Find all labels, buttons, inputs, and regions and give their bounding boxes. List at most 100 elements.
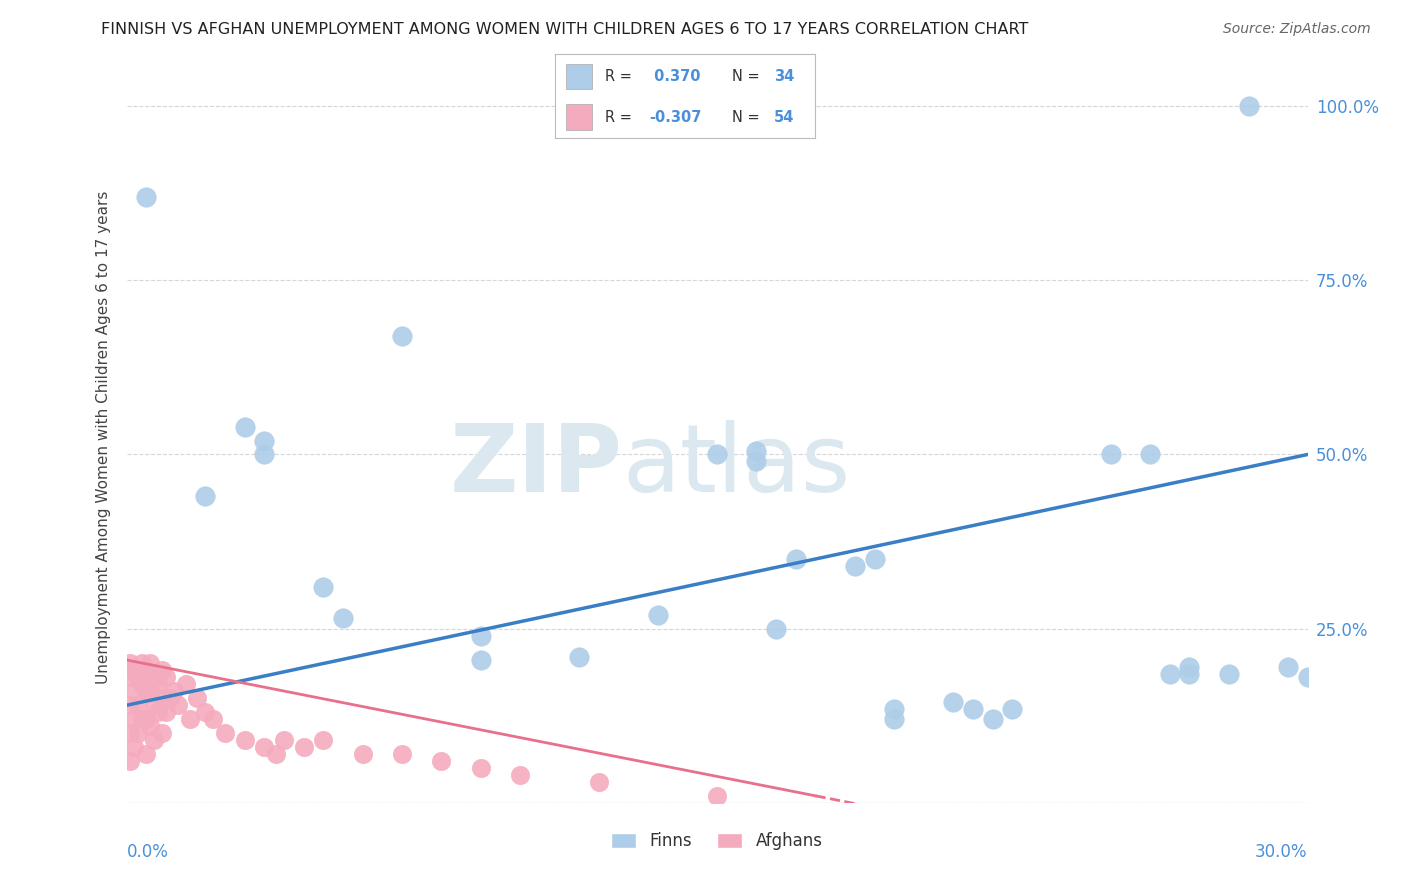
Bar [565,104,592,130]
Point [1139,448,1161,462]
Text: N =: N = [733,69,765,84]
Point [352,747,374,761]
Text: R =: R = [605,110,637,125]
Point [264,747,287,761]
Y-axis label: Unemployment Among Women with Children Ages 6 to 17 years: Unemployment Among Women with Children A… [96,190,111,684]
Point [124,684,146,698]
Text: Source: ZipAtlas.com: Source: ZipAtlas.com [1223,22,1371,37]
Point [139,657,162,671]
Point [1178,667,1201,681]
Point [253,448,276,462]
Point [1296,670,1319,684]
Point [202,712,225,726]
Point [150,691,173,706]
Point [143,733,166,747]
Bar [565,63,592,89]
Point [470,761,492,775]
Point [233,733,256,747]
Point [131,657,153,671]
Point [159,691,181,706]
Legend: Finns, Afghans: Finns, Afghans [605,825,830,856]
Point [470,629,492,643]
Text: -0.307: -0.307 [650,110,702,125]
Point [863,552,886,566]
Point [163,684,186,698]
Point [139,719,162,733]
Point [706,789,728,803]
Point [292,740,315,755]
Point [981,712,1004,726]
Point [139,684,162,698]
Point [588,775,610,789]
Point [1178,660,1201,674]
Point [135,712,157,726]
Point [706,448,728,462]
Point [214,726,236,740]
Point [391,329,413,343]
Point [1159,667,1181,681]
Point [135,747,157,761]
Point [135,664,157,678]
Point [127,698,149,713]
Point [120,726,142,740]
Point [942,695,965,709]
Point [124,712,146,726]
Text: 34: 34 [773,69,794,84]
Point [844,558,866,573]
Point [124,740,146,755]
Point [143,670,166,684]
Point [745,444,768,458]
Point [745,454,768,468]
Point [166,698,188,713]
Point [509,768,531,782]
Point [131,677,153,691]
Point [135,684,157,698]
Point [155,705,177,719]
Point [150,664,173,678]
Text: 54: 54 [773,110,794,125]
Point [127,726,149,740]
Point [765,622,787,636]
Point [146,677,169,691]
Point [131,712,153,726]
Point [430,754,453,768]
Point [120,657,142,671]
Point [647,607,669,622]
Point [186,691,208,706]
Point [127,670,149,684]
Point [150,726,173,740]
Point [143,698,166,713]
Point [120,670,142,684]
Point [1099,448,1122,462]
Point [470,653,492,667]
Point [391,747,413,761]
Text: ZIP: ZIP [450,420,623,512]
Text: 0.0%: 0.0% [127,843,169,861]
Text: R =: R = [605,69,637,84]
Point [253,434,276,448]
Point [120,754,142,768]
Point [135,190,157,204]
Point [785,552,807,566]
Point [194,705,217,719]
Point [273,733,295,747]
Point [1277,660,1299,674]
Point [332,611,354,625]
Point [883,702,905,716]
Point [312,580,335,594]
Text: 30.0%: 30.0% [1256,843,1308,861]
Text: FINNISH VS AFGHAN UNEMPLOYMENT AMONG WOMEN WITH CHILDREN AGES 6 TO 17 YEARS CORR: FINNISH VS AFGHAN UNEMPLOYMENT AMONG WOM… [101,22,1029,37]
Point [146,705,169,719]
Point [312,733,335,747]
Text: atlas: atlas [623,420,851,512]
Point [962,702,984,716]
Text: 0.370: 0.370 [650,69,700,84]
Point [1001,702,1024,716]
Point [124,664,146,678]
Point [194,489,217,503]
Text: N =: N = [733,110,765,125]
Point [174,677,197,691]
Point [179,712,201,726]
Point [155,670,177,684]
Point [253,740,276,755]
